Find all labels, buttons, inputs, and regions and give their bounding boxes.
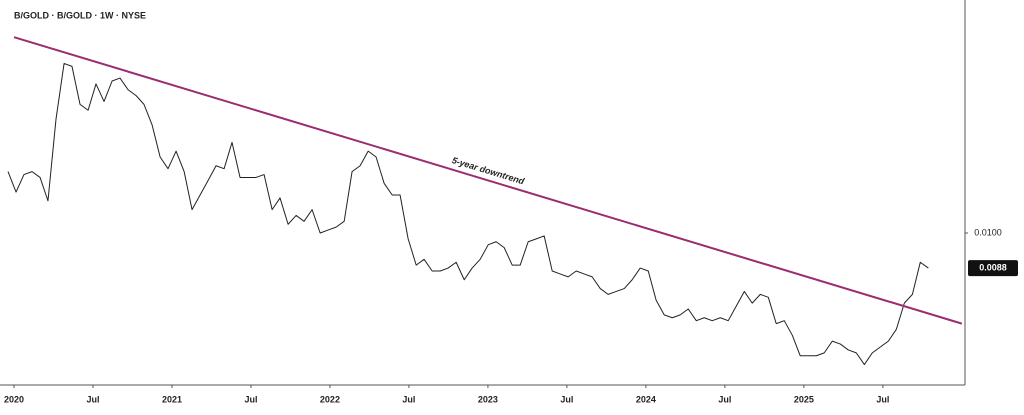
last-value-badge xyxy=(968,260,1018,277)
x-tick-label: 2024 xyxy=(636,394,656,404)
x-tick-label: 2023 xyxy=(478,394,498,404)
chart-title: B/GOLD · B/GOLD · 1W · NYSE xyxy=(14,10,146,20)
x-tick-label: Jul xyxy=(86,394,99,404)
x-tick-label: 2020 xyxy=(4,394,24,404)
y-tick-label: 0.0100 xyxy=(974,227,1002,237)
x-tick-label: 2021 xyxy=(162,394,182,404)
last-value-label: 0.0088 xyxy=(979,262,1007,272)
x-tick-label: 2025 xyxy=(794,394,814,404)
trendline xyxy=(13,36,963,325)
x-tick-label: Jul xyxy=(718,394,731,404)
x-tick-label: Jul xyxy=(244,394,257,404)
x-tick-label: Jul xyxy=(560,394,573,404)
x-tick-label: 2022 xyxy=(320,394,340,404)
x-tick-label: Jul xyxy=(402,394,415,404)
x-tick-label: Jul xyxy=(876,394,889,404)
price-line xyxy=(7,62,929,366)
